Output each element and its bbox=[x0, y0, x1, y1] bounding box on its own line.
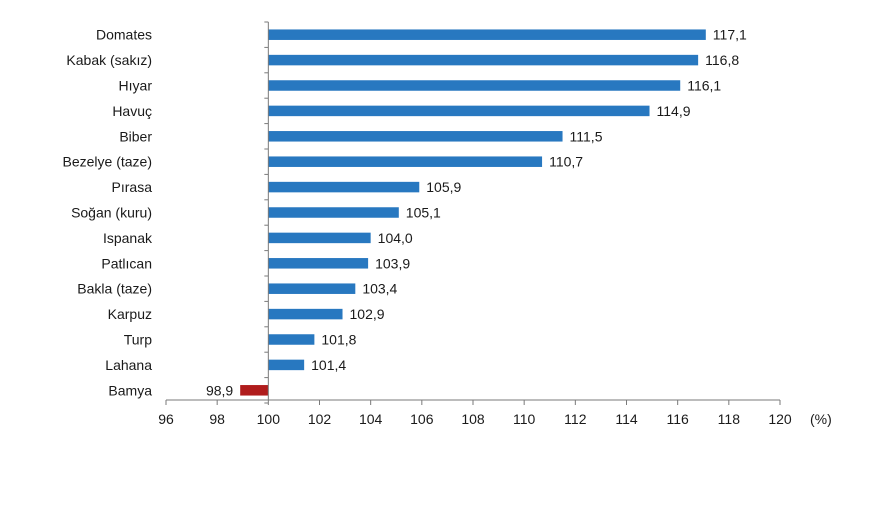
data-label: 98,9 bbox=[206, 382, 233, 398]
data-label: 101,8 bbox=[321, 332, 356, 348]
x-tick-label: 98 bbox=[209, 411, 225, 427]
y-axis-ticks bbox=[264, 21, 269, 404]
bar-2 bbox=[268, 80, 681, 91]
x-tick-label: 116 bbox=[667, 411, 690, 427]
x-tick-label: 96 bbox=[158, 411, 174, 427]
category-label: Biber bbox=[119, 128, 152, 144]
category-label: Turp bbox=[124, 332, 152, 348]
bar-5 bbox=[268, 156, 543, 167]
category-label: Hıyar bbox=[119, 78, 153, 94]
category-label: Bezelye (taze) bbox=[63, 154, 152, 170]
category-label: Lahana bbox=[105, 357, 152, 373]
x-tick-label: 104 bbox=[359, 411, 383, 427]
category-label: Patlıcan bbox=[101, 255, 152, 271]
data-label: 116,1 bbox=[687, 78, 721, 94]
data-label: 105,1 bbox=[406, 205, 441, 221]
bar-8 bbox=[268, 232, 371, 244]
x-tick-label: 108 bbox=[461, 411, 485, 427]
data-label: 102,9 bbox=[350, 306, 385, 322]
bar-10 bbox=[268, 283, 356, 294]
bar-13 bbox=[268, 359, 305, 371]
data-labels: 117,1 116,8 116,1 114,9 111,5 110,7 105,9 105,1… bbox=[206, 27, 747, 399]
category-label: Bakla (taze) bbox=[77, 281, 152, 297]
x-tick-label: 106 bbox=[410, 411, 434, 427]
category-label: Pırasa bbox=[112, 179, 153, 195]
bar-12 bbox=[268, 334, 315, 345]
x-tick-label: 114 bbox=[615, 411, 638, 427]
category-label: Kabak (sakız) bbox=[66, 52, 152, 68]
category-label: Soğan (kuru) bbox=[71, 205, 152, 221]
data-label: 101,4 bbox=[311, 357, 346, 373]
bar-9 bbox=[268, 258, 369, 269]
bar-4 bbox=[268, 131, 563, 142]
x-unit-label: (%) bbox=[810, 411, 832, 427]
data-label: 104,0 bbox=[378, 230, 413, 246]
bar-14 bbox=[240, 385, 269, 396]
x-tick-label: 100 bbox=[257, 411, 281, 427]
x-axis-ticks: 96 98 100 102 104 106 108 110 112 114 116 118 120 bbox=[158, 400, 792, 427]
data-label: 114,9 bbox=[657, 103, 691, 119]
category-label: Ispanak bbox=[103, 230, 153, 246]
data-label: 103,9 bbox=[375, 255, 410, 271]
x-tick-label: 102 bbox=[308, 411, 332, 427]
data-label: 116,8 bbox=[705, 52, 739, 68]
category-label: Karpuz bbox=[108, 306, 152, 322]
x-tick-label: 118 bbox=[718, 411, 741, 427]
bar-1 bbox=[268, 54, 699, 66]
category-labels: Domates Kabak (sakız) Hıyar Havuç Biber Bezel… bbox=[63, 27, 153, 399]
x-tick-label: 120 bbox=[768, 411, 792, 427]
x-tick-label: 112 bbox=[564, 411, 587, 427]
data-label: 110,7 bbox=[549, 154, 583, 170]
bar-6 bbox=[268, 181, 420, 193]
category-label: Havuç bbox=[112, 103, 152, 119]
bar-3 bbox=[268, 105, 650, 117]
bars-group bbox=[240, 29, 706, 396]
data-label: 111,5 bbox=[570, 128, 603, 144]
data-label: 105,9 bbox=[426, 179, 461, 195]
bar-7 bbox=[268, 207, 399, 218]
category-label: Bamya bbox=[108, 382, 152, 398]
x-tick-label: 110 bbox=[513, 411, 536, 427]
bar-0 bbox=[268, 29, 706, 40]
data-label: 103,4 bbox=[362, 281, 397, 297]
data-label: 117,1 bbox=[713, 27, 747, 43]
category-label: Domates bbox=[96, 27, 152, 43]
bar-11 bbox=[268, 308, 343, 320]
